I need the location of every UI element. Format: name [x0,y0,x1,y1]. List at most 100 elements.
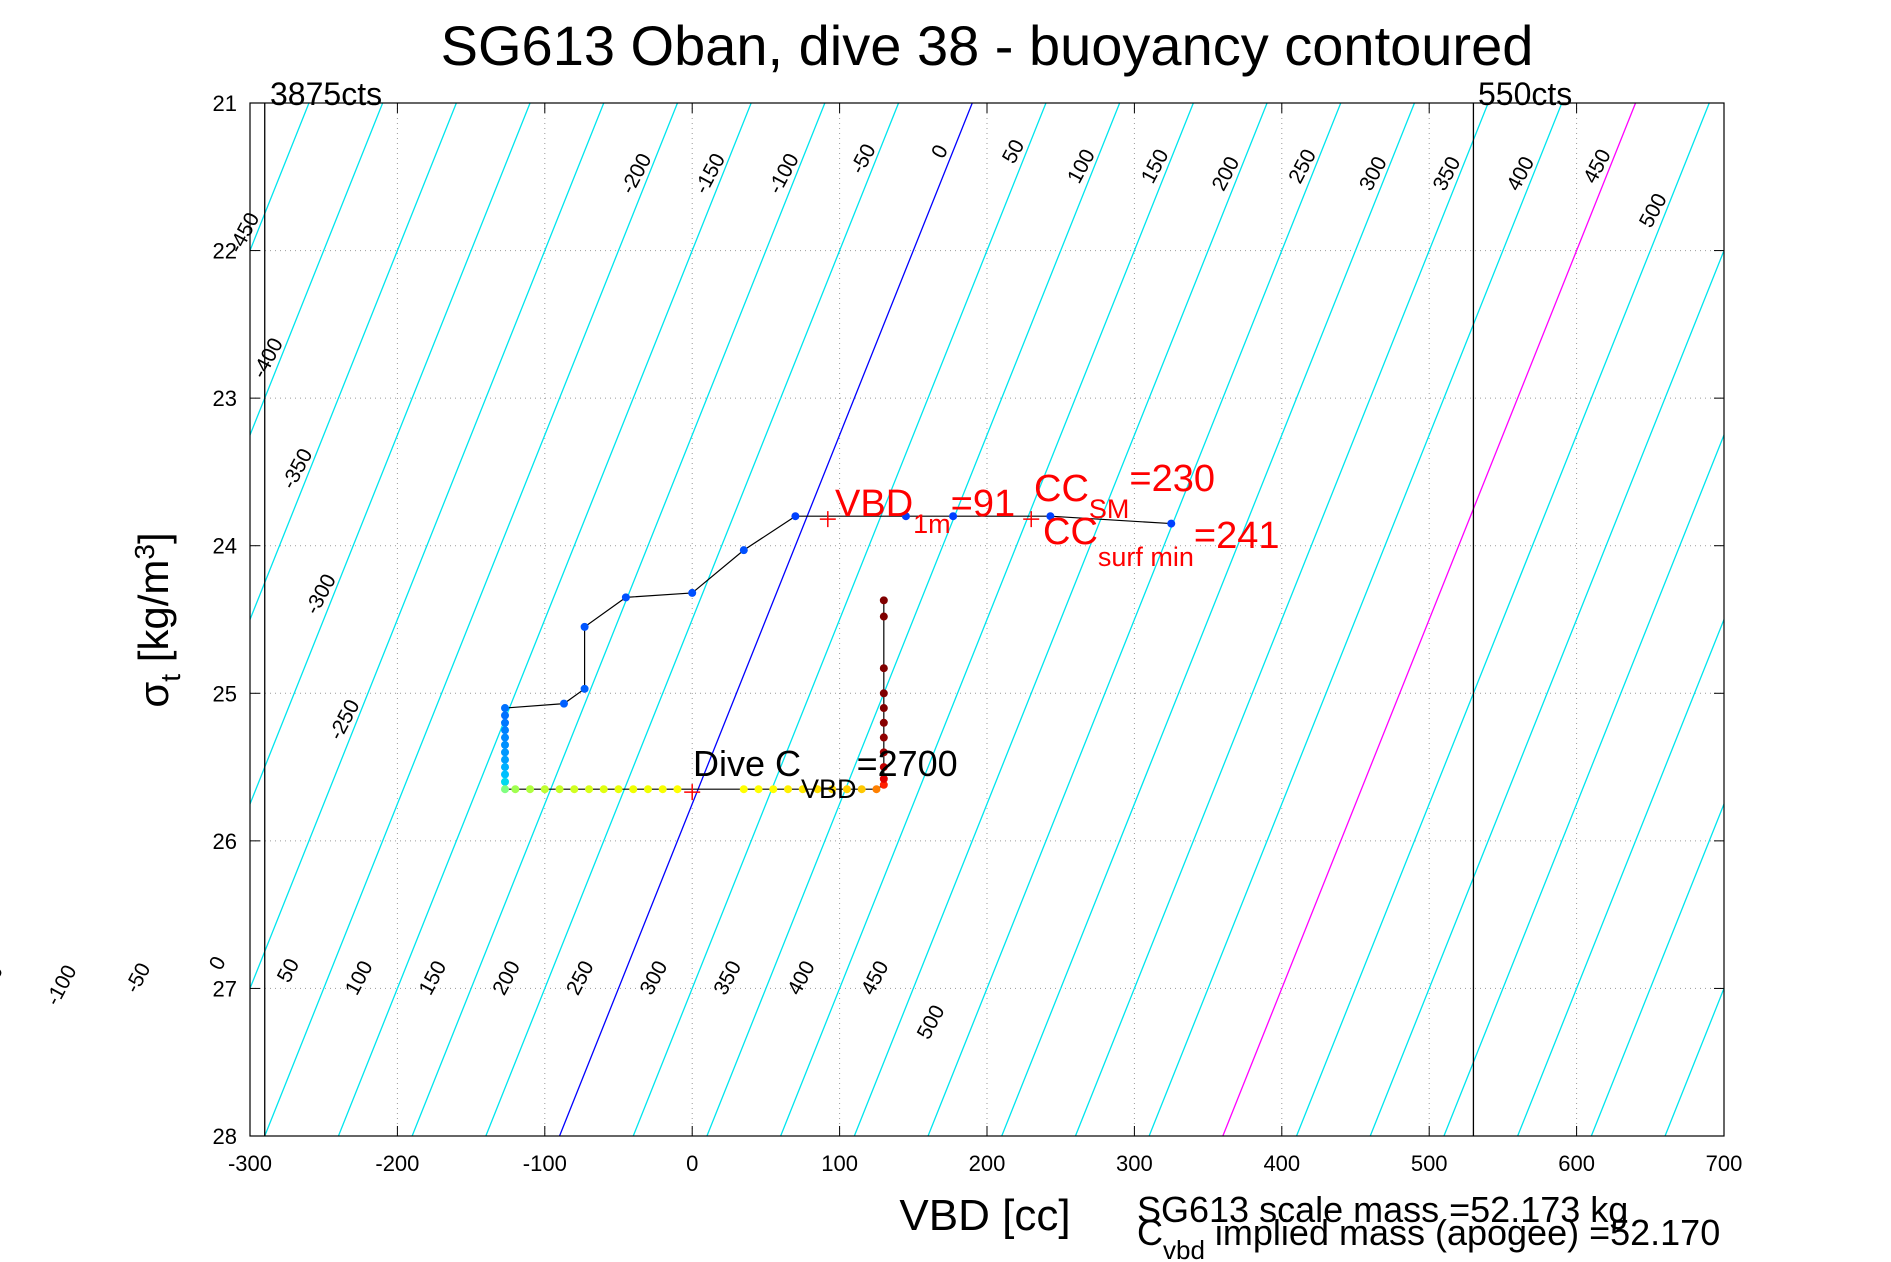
dive-cvbd-value: =2700 [857,743,958,784]
y-tick-label: 22 [213,239,237,264]
x-tick-label: 100 [821,1151,858,1176]
dive-cvbd-sub: VBD [801,774,857,804]
y-tick-label: 27 [213,976,237,1001]
contour-line [1369,248,1724,1136]
contour-label: 400 [783,957,820,999]
cc-surf-min-sub: surf min [1098,542,1194,572]
data-point [673,785,682,794]
contour-label: 250 [1284,145,1321,187]
contour-label: 0 [927,141,953,162]
y-axis-label-unit-end: ] [130,532,177,544]
contour-label: 300 [1355,153,1392,195]
data-point [585,785,594,794]
data-point [754,785,763,794]
data-point [614,785,623,794]
data-point [879,664,888,673]
data-point [599,785,608,794]
contour-label: -150 [0,961,8,1009]
y-tick-label: 24 [213,534,237,559]
data-point [857,785,866,794]
x-tick-label: 200 [969,1151,1006,1176]
contour-line [1001,103,1416,1136]
contour-line [853,103,1268,1136]
data-point [688,588,697,597]
contour-line [1148,103,1563,1136]
x-tick-label: -100 [523,1151,567,1176]
data-point [643,785,652,794]
annotation-cc-sm: CCSM=230 [1034,458,1215,524]
data-point [501,704,510,713]
cc-surf-min-value: =241 [1194,515,1280,557]
contour-label: 400 [1502,153,1539,195]
data-point [872,785,881,794]
data-point [501,726,510,735]
dive-series [501,512,1176,794]
contour-line [558,103,973,1136]
cc-sm-main: CC [1034,468,1089,510]
data-point [501,740,510,749]
marker-cc-surf-min [1023,511,1040,528]
data-point [784,785,793,794]
axes: -300 -200 -100 0 100 200 300 400 500 600 700212223… [213,91,1743,1176]
cc-sm-value: =230 [1129,458,1215,500]
contour-label: -350 [277,445,317,493]
y-axis-label-unit: [kg/m [130,560,177,674]
annotation-vbd-1m: VBD1m=91 [835,483,1015,539]
contour-label: -250 [324,696,364,744]
data-point [879,704,888,713]
contour-label: -150 [690,150,730,198]
data-point [526,785,535,794]
contour-label: 0 [205,953,231,974]
data-point [1167,519,1176,528]
x-tick-label: -200 [375,1151,419,1176]
contour-label: -100 [41,961,81,1009]
contour-line [250,103,531,806]
data-point [501,777,510,786]
data-point [798,785,807,794]
vbd-limit-lines [264,103,1475,1136]
x-tick-label: 500 [1411,1151,1448,1176]
vbd-1m-value: =91 [951,483,1015,525]
contour-label: 250 [562,957,599,999]
data-point [949,512,958,521]
y-axis-label-unit-sup: 3 [129,544,160,560]
contour-line [337,103,752,1136]
y-axis-label-symbol: σ [130,682,177,708]
contour-label: 150 [415,957,452,999]
data-point [879,763,888,772]
contour-label: 50 [273,955,304,986]
data-point [879,689,888,698]
contour-label: 200 [488,957,525,999]
contour-label: 200 [1208,153,1245,195]
data-point [501,711,510,720]
cc-surf-min-main: CC [1043,511,1098,553]
contour-line [780,103,1194,1136]
data-point [540,785,549,794]
y-axis-label-sub: t [155,674,186,682]
vbd-1m-main: VBD [835,483,913,525]
x-tick-label: 600 [1558,1151,1595,1176]
data-point [1046,512,1055,521]
x-tick-label: 0 [686,1151,698,1176]
data-point [501,718,510,727]
contour-line [1590,802,1724,1136]
data-point [879,733,888,742]
data-point [580,622,589,631]
contour-label: -100 [764,150,804,198]
markers [684,511,1040,801]
y-tick-label: 25 [213,681,237,706]
contour-label: 100 [341,957,378,999]
contour-label: 350 [1429,153,1466,195]
data-point [559,699,568,708]
contour-line [1222,103,1637,1136]
data-point [658,785,667,794]
contour-label: -200 [616,150,656,198]
contour-label: 350 [709,957,746,999]
y-tick-label: 28 [213,1124,237,1149]
scale-mass-text: SG613 scale mass =52.173 kg [1137,1189,1628,1230]
contour-line [0,103,235,1136]
implied-mass-sub: vbd [1163,1235,1205,1262]
data-point [813,785,822,794]
marker-vbd-1m [819,511,836,528]
